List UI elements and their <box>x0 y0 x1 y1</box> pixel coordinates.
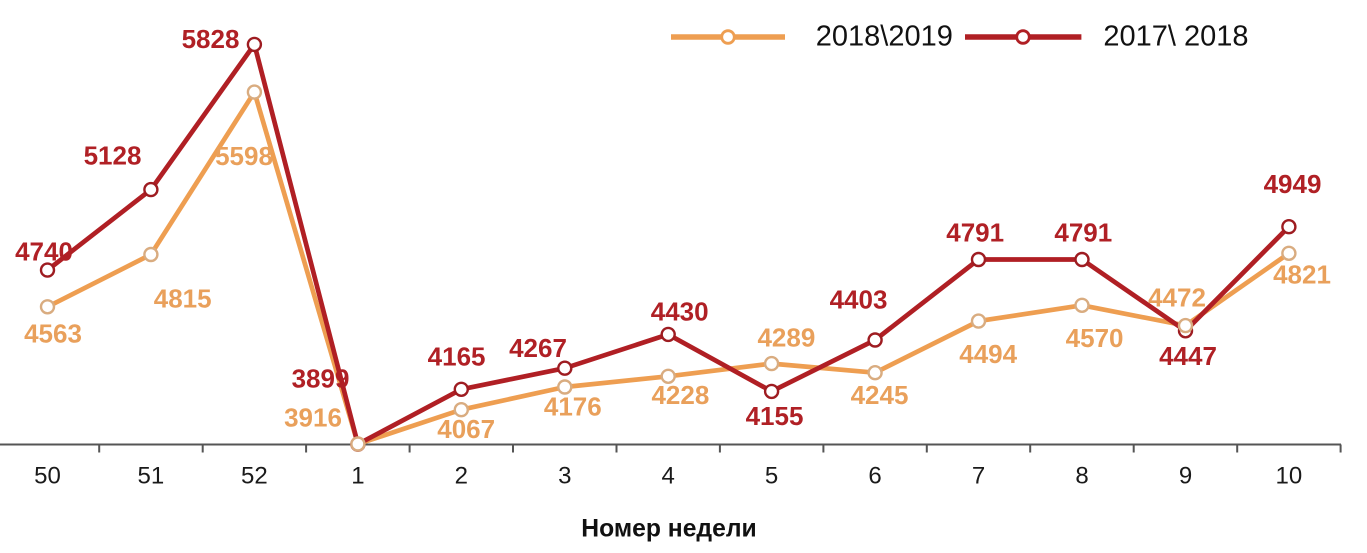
svg-text:4791: 4791 <box>1054 218 1112 248</box>
svg-text:6: 6 <box>868 463 881 490</box>
svg-text:4821: 4821 <box>1273 259 1331 289</box>
svg-text:2018\2019: 2018\2019 <box>816 20 953 52</box>
svg-text:9: 9 <box>1179 463 1192 490</box>
svg-text:2017\ 2018: 2017\ 2018 <box>1103 20 1248 52</box>
svg-text:4949: 4949 <box>1264 169 1322 199</box>
svg-text:8: 8 <box>1075 463 1088 490</box>
svg-text:4403: 4403 <box>830 284 888 314</box>
svg-text:4740: 4740 <box>15 236 73 266</box>
svg-text:4472: 4472 <box>1148 283 1206 313</box>
svg-text:3899: 3899 <box>292 363 350 393</box>
svg-text:3916: 3916 <box>284 402 342 432</box>
svg-text:4245: 4245 <box>851 380 909 410</box>
svg-text:5: 5 <box>765 463 778 490</box>
svg-text:51: 51 <box>138 463 165 490</box>
svg-text:4155: 4155 <box>746 401 804 431</box>
svg-text:4176: 4176 <box>544 391 602 421</box>
svg-text:4815: 4815 <box>154 283 212 313</box>
svg-text:50: 50 <box>34 463 61 490</box>
svg-text:2: 2 <box>455 463 468 490</box>
svg-text:4228: 4228 <box>651 380 709 410</box>
svg-text:4267: 4267 <box>509 333 567 363</box>
svg-text:52: 52 <box>241 463 268 490</box>
svg-text:7: 7 <box>972 463 985 490</box>
svg-text:5128: 5128 <box>84 140 142 170</box>
svg-text:10: 10 <box>1276 463 1303 490</box>
svg-text:4430: 4430 <box>651 296 709 326</box>
svg-text:5828: 5828 <box>182 24 240 54</box>
svg-text:Номер недели: Номер недели <box>581 516 756 543</box>
svg-text:3: 3 <box>558 463 571 490</box>
svg-text:4: 4 <box>662 463 675 490</box>
svg-text:4494: 4494 <box>959 339 1017 369</box>
svg-text:4289: 4289 <box>757 323 815 353</box>
svg-text:1: 1 <box>351 463 364 490</box>
svg-text:4791: 4791 <box>946 218 1004 248</box>
svg-text:4447: 4447 <box>1159 341 1217 371</box>
svg-text:5598: 5598 <box>215 141 273 171</box>
svg-text:4165: 4165 <box>428 341 486 371</box>
svg-text:4067: 4067 <box>437 414 495 444</box>
svg-text:4570: 4570 <box>1066 323 1124 353</box>
svg-text:4563: 4563 <box>24 318 82 348</box>
